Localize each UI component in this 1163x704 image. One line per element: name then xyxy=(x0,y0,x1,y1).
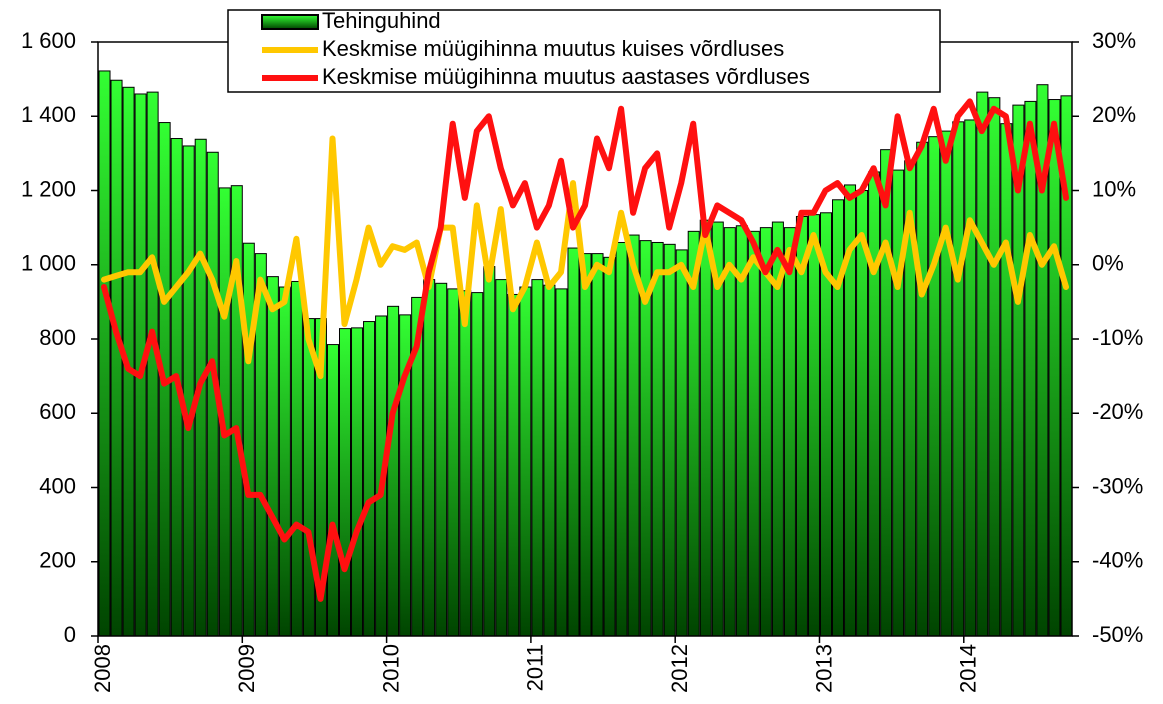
bar xyxy=(759,227,772,637)
bar xyxy=(519,286,532,637)
bar xyxy=(1024,100,1037,637)
y2-tick-label: 20% xyxy=(1092,102,1136,127)
y2-tick-label: -40% xyxy=(1092,548,1143,573)
bar xyxy=(459,290,472,637)
bar xyxy=(663,243,676,637)
bar xyxy=(146,91,159,637)
bar xyxy=(651,241,664,637)
bar xyxy=(387,305,400,637)
bar xyxy=(988,97,1001,637)
bar xyxy=(338,328,352,637)
bar xyxy=(471,292,484,637)
x-tick-label: 2008 xyxy=(90,644,115,693)
y-tick-label: 800 xyxy=(39,325,76,350)
bar xyxy=(783,227,796,637)
bar xyxy=(290,280,303,637)
legend-swatch xyxy=(261,14,319,30)
y-tick-label: 400 xyxy=(39,473,76,498)
y-tick-label: 1 400 xyxy=(21,102,76,127)
bar xyxy=(916,141,929,637)
bar xyxy=(1000,123,1013,637)
y-tick-label: 600 xyxy=(39,399,76,424)
bar xyxy=(302,318,315,637)
y2-tick-label: 10% xyxy=(1092,176,1136,201)
bar xyxy=(495,279,508,637)
line-series xyxy=(101,98,1069,602)
bar xyxy=(976,91,989,637)
y2-tick-label: -30% xyxy=(1092,473,1143,498)
legend-label: Tehinguhind xyxy=(322,8,441,33)
legend-box xyxy=(227,9,941,93)
bar xyxy=(230,185,243,637)
y2-tick-label: -20% xyxy=(1092,399,1143,424)
bar xyxy=(591,253,604,637)
bar xyxy=(627,234,640,637)
bar xyxy=(543,284,556,637)
bar xyxy=(807,214,820,637)
bar xyxy=(615,241,628,637)
y-tick-label: 1 000 xyxy=(21,251,76,276)
bar xyxy=(723,227,736,637)
bar xyxy=(964,119,977,637)
bar xyxy=(940,130,953,637)
bar xyxy=(531,279,544,637)
bar xyxy=(242,242,255,637)
bar xyxy=(579,253,592,637)
bar xyxy=(555,288,568,637)
bar xyxy=(507,293,520,637)
bar xyxy=(266,276,279,637)
x-tick-label: 2012 xyxy=(667,644,692,693)
x-tick-label: 2014 xyxy=(956,644,981,693)
legend-label: Keskmise müügihinna muutus aastases võrd… xyxy=(322,64,810,89)
bar xyxy=(687,230,700,637)
bar xyxy=(435,282,448,637)
bar xyxy=(928,136,941,637)
bar xyxy=(110,79,123,637)
bar xyxy=(795,215,808,637)
bar xyxy=(735,225,748,637)
bar xyxy=(747,230,760,637)
y-tick-label: 200 xyxy=(39,548,76,573)
x-tick-label: 2010 xyxy=(378,644,403,693)
bar xyxy=(699,219,712,637)
bar xyxy=(567,247,580,637)
y-tick-label: 1 200 xyxy=(21,176,76,201)
bar xyxy=(892,169,905,637)
y-tick-label: 1 600 xyxy=(21,28,76,53)
bar xyxy=(278,286,291,637)
bar xyxy=(447,288,460,637)
bar xyxy=(952,121,965,637)
bar xyxy=(868,171,881,637)
line-series xyxy=(101,135,1069,380)
x-tick-label: 2013 xyxy=(811,644,836,693)
bar xyxy=(880,149,893,637)
y2-tick-label: 30% xyxy=(1092,28,1136,53)
y-tick-label: 0 xyxy=(64,622,76,647)
bar xyxy=(182,145,195,637)
bar xyxy=(351,327,364,637)
bar xyxy=(603,256,616,637)
legend-label: Keskmise müügihinna muutus kuises võrdlu… xyxy=(322,36,784,61)
bar xyxy=(423,279,436,637)
y2-tick-label: 0% xyxy=(1092,251,1124,276)
bar xyxy=(363,321,376,637)
legend: Tehinguhind Keskmise müügihinna muutus ku… xyxy=(227,8,941,93)
bar xyxy=(1048,99,1061,637)
y2-tick-label: -10% xyxy=(1092,325,1143,350)
bar xyxy=(483,266,496,637)
bar xyxy=(98,70,111,637)
x-tick-label: 2009 xyxy=(234,644,259,693)
y2-tick-label: -50% xyxy=(1092,622,1143,647)
bar xyxy=(326,344,339,637)
x-tick-label: 2011 xyxy=(523,644,548,691)
bar xyxy=(675,249,688,637)
